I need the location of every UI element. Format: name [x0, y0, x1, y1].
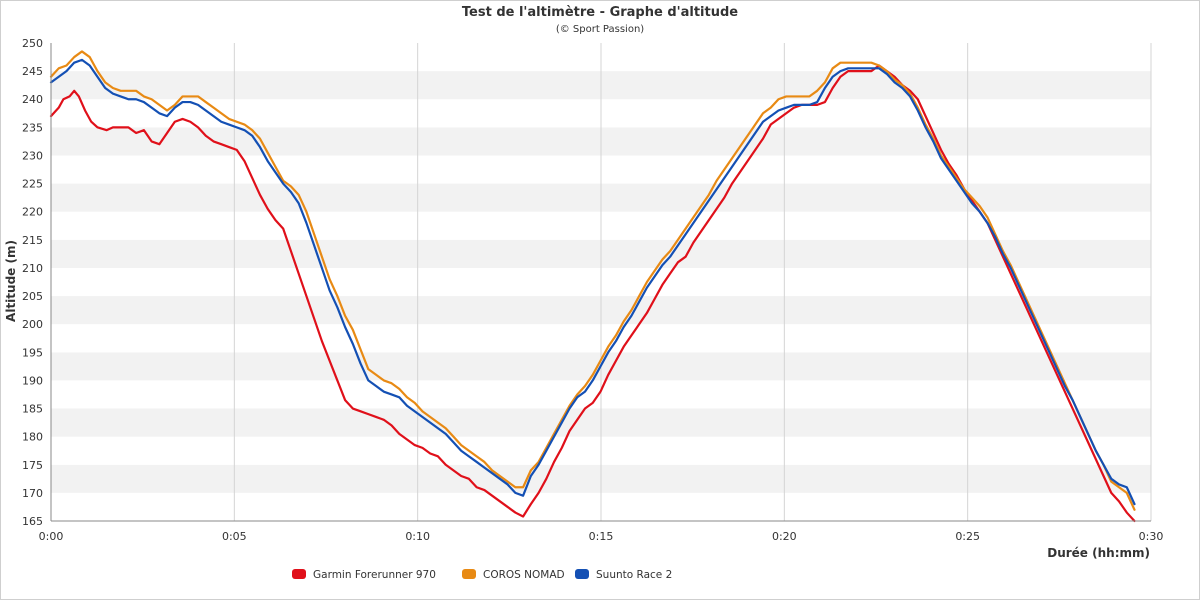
series-line-3: [49, 58, 1136, 506]
legend-label: COROS NOMAD: [483, 569, 565, 581]
y-tick-label: 220: [22, 206, 43, 219]
x-tick-label: 0:15: [589, 530, 614, 543]
x-tick-label: 0:25: [955, 530, 980, 543]
y-tick-label: 185: [22, 403, 43, 416]
x-tick-label: 0:30: [1139, 530, 1164, 543]
legend-label: Garmin Forerunner 970: [313, 569, 436, 581]
chart-subtitle: (© Sport Passion): [556, 24, 644, 35]
y-tick-label: 225: [22, 178, 43, 191]
x-axis-title: Durée (hh:mm): [1047, 546, 1150, 560]
x-tick-labels: 0:00 0:05 0:10 0:15 0:20 0:25 0:30: [39, 530, 1164, 543]
y-tick-label: 170: [22, 487, 43, 500]
y-tick-label: 215: [22, 234, 43, 247]
y-tick-label: 240: [22, 93, 43, 106]
y-tick-label: 230: [22, 149, 43, 162]
y-tick-label: 165: [22, 515, 43, 528]
y-tick-label: 250: [22, 37, 43, 50]
y-tick-label: 180: [22, 431, 43, 444]
legend-swatch: [292, 569, 306, 579]
y-tick-label: 205: [22, 290, 43, 303]
vertical-gridlines: [50, 43, 1152, 521]
legend: Garmin Forerunner 970 COROS NOMAD Suunto R…: [292, 569, 672, 581]
series-layer: [49, 50, 1136, 523]
legend-swatch: [575, 569, 589, 579]
y-axis-title: Altitude (m): [4, 240, 18, 322]
y-tick-label: 200: [22, 318, 43, 331]
x-tick-label: 0:10: [405, 530, 430, 543]
y-tick-label: 190: [22, 374, 43, 387]
x-tick-label: 0:05: [222, 530, 247, 543]
y-tick-label: 235: [22, 121, 43, 134]
legend-swatch: [462, 569, 476, 579]
y-tick-label: 210: [22, 262, 43, 275]
legend-label: Suunto Race 2: [596, 569, 672, 581]
chart-title: Test de l'altimètre - Graphe d'altitude: [462, 5, 738, 20]
series-line-1: [49, 64, 1136, 523]
y-tick-label: 175: [22, 459, 43, 472]
y-tick-label: 195: [22, 346, 43, 359]
x-tick-label: 0:20: [772, 530, 797, 543]
y-tick-labels: 165 170 175 180 185 190 195 200 205 210 215 220 225 2…: [22, 37, 43, 528]
axes: [50, 43, 1151, 522]
series-line-2: [49, 50, 1136, 511]
x-tick-label: 0:00: [39, 530, 64, 543]
y-tick-label: 245: [22, 65, 43, 78]
